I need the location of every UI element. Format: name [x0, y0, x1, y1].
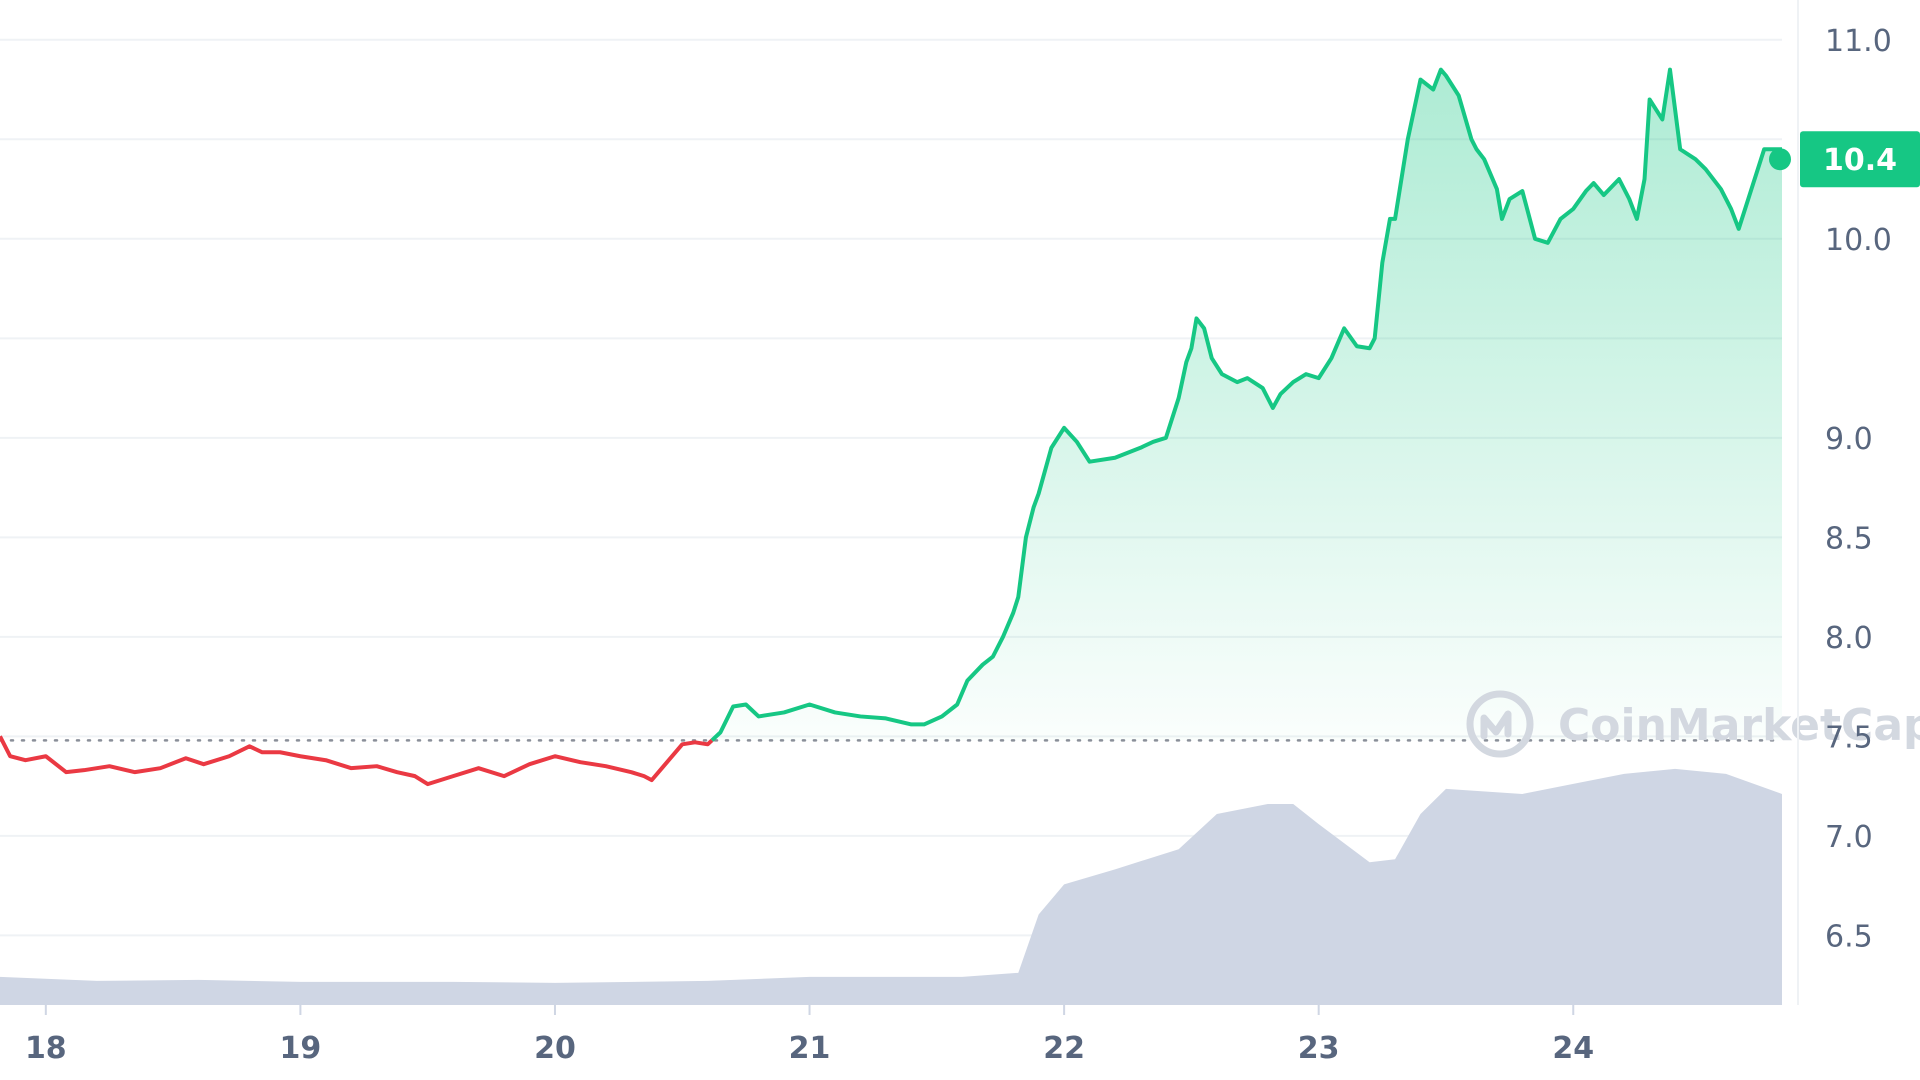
price-area-fill — [711, 69, 1782, 741]
current-price-marker: 10.4 — [1769, 131, 1920, 188]
grid-lines — [0, 38, 1782, 937]
price-line-down — [0, 735, 714, 787]
y-tick-label: 11.0 — [1825, 24, 1892, 59]
axes: 6.5 7.0 7.5 8.0 8.5 9.0 10.0 11.0 18 19 20 21 22 23 24 — [25, 0, 1892, 1066]
y-tick-label: 9.0 — [1825, 422, 1873, 457]
current-price-dot — [1769, 148, 1791, 171]
coinmarketcap-logo-icon — [1466, 690, 1534, 758]
current-price-badge — [1800, 131, 1920, 188]
x-tick-label: 20 — [534, 1031, 576, 1066]
y-tick-label: 7.5 — [1825, 720, 1873, 755]
y-tick-label: 8.0 — [1825, 621, 1873, 656]
x-tick-label: 18 — [25, 1031, 67, 1066]
watermark: CoinMarketCap — [1466, 690, 1920, 758]
y-tick-label: 8.5 — [1825, 521, 1873, 556]
volume-area — [0, 768, 1782, 1005]
x-tick-label: 23 — [1298, 1031, 1340, 1066]
x-tick-label: 19 — [280, 1031, 322, 1066]
x-tick-label: 24 — [1552, 1031, 1594, 1066]
price-line-up — [710, 67, 1782, 742]
volume-shape — [0, 768, 1782, 1005]
price-area — [711, 69, 1782, 741]
watermark-text: CoinMarketCap — [1558, 700, 1920, 751]
y-tick-label: 10.0 — [1825, 223, 1892, 258]
price-line — [0, 67, 1782, 787]
y-tick-label: 7.0 — [1825, 820, 1873, 855]
y-tick-label: 6.5 — [1825, 919, 1873, 954]
current-price-label: 10.4 — [1823, 143, 1897, 178]
x-tick-label: 21 — [789, 1031, 831, 1066]
x-tick-label: 22 — [1043, 1031, 1085, 1066]
